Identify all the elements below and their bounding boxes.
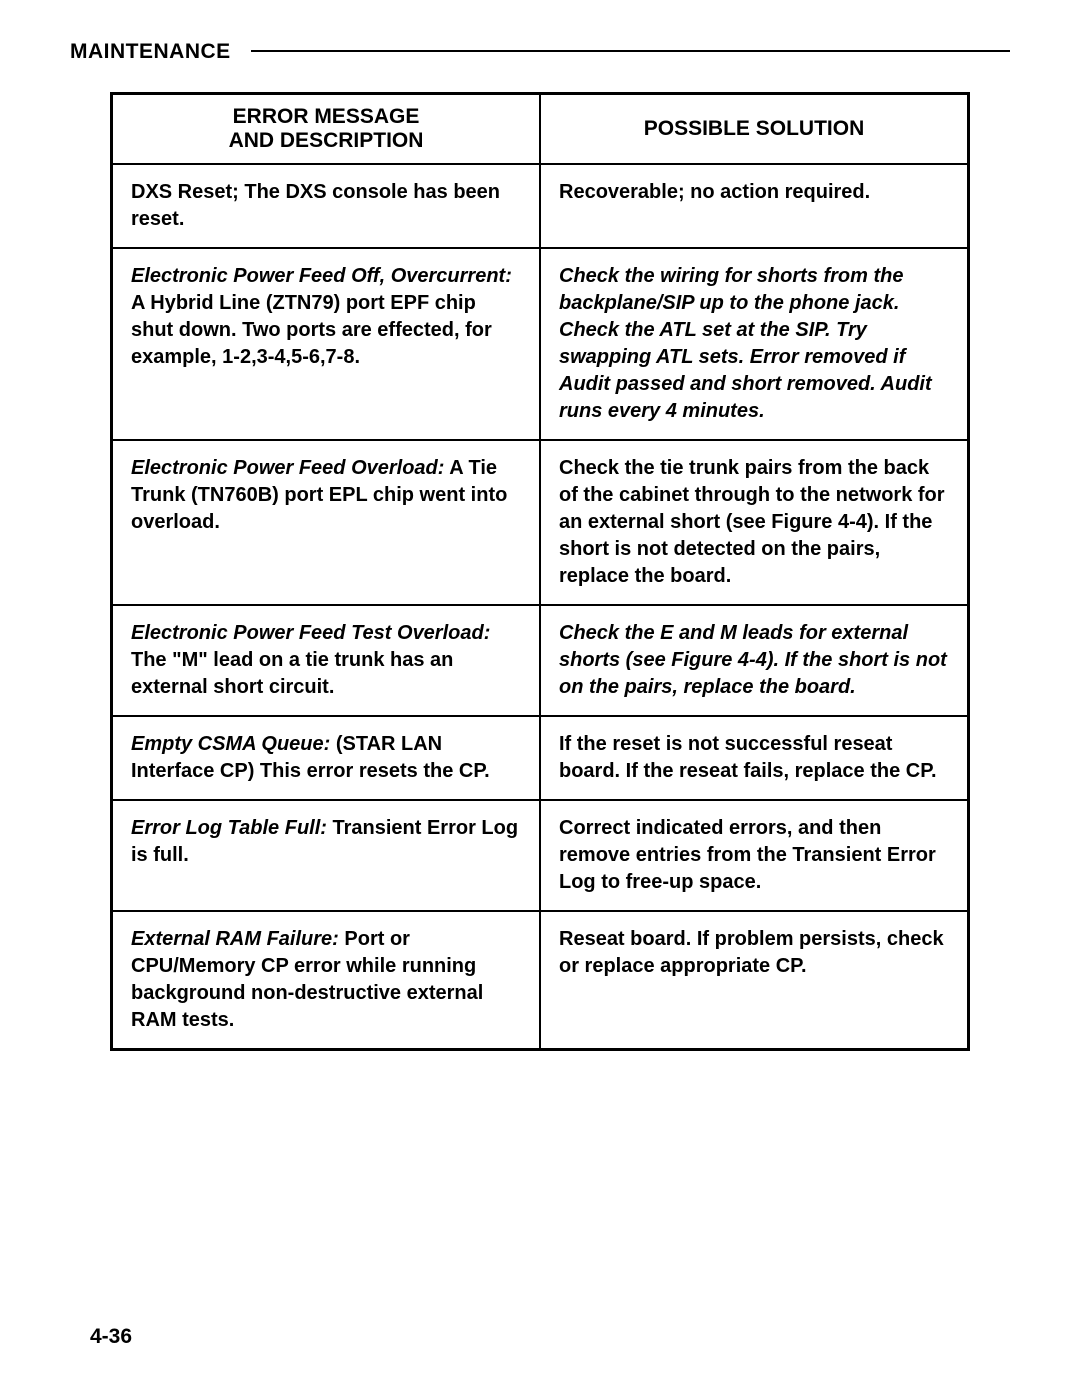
error-ital: Electronic Power Feed Test Overload: <box>131 622 490 644</box>
solution-text: Correct indicated errors, and then remov… <box>559 817 936 893</box>
solution-text: Check the wiring for shorts from the bac… <box>559 265 932 422</box>
table-row: Electronic Power Feed Overload: A Tie Tr… <box>112 440 969 605</box>
solution-text: Reseat board. If problem persists, check… <box>559 928 944 977</box>
solution-text: Check the tie trunk pairs from the back … <box>559 457 945 587</box>
solution-text: Recoverable; no action required. <box>559 181 870 203</box>
error-rest: The "M" lead on a tie trunk has an exter… <box>131 649 453 698</box>
col1-line1: ERROR MESSAGE <box>233 105 420 128</box>
header-rule <box>251 50 1010 52</box>
solution-text: Check the E and M leads for external sho… <box>559 622 947 698</box>
solution-text: If the reset is not successful reseat bo… <box>559 733 937 782</box>
error-table: ERROR MESSAGE AND DESCRIPTION POSSIBLE S… <box>110 92 970 1051</box>
table-row: External RAM Failure: Port or CPU/Memory… <box>112 911 969 1050</box>
error-cell: Electronic Power Feed Overload: A Tie Tr… <box>112 440 541 605</box>
error-cell: Empty CSMA Queue: (STAR LAN Interface CP… <box>112 716 541 800</box>
error-cell: Electronic Power Feed Off, Overcurrent: … <box>112 248 541 440</box>
solution-cell: Correct indicated errors, and then remov… <box>540 800 969 911</box>
error-ital: External RAM Failure: <box>131 928 339 950</box>
error-cell: External RAM Failure: Port or CPU/Memory… <box>112 911 541 1050</box>
table-row: Electronic Power Feed Off, Overcurrent: … <box>112 248 969 440</box>
error-ital: Electronic Power Feed Off, Overcurrent: <box>131 265 512 287</box>
solution-cell: If the reset is not successful reseat bo… <box>540 716 969 800</box>
col1-line2: AND DESCRIPTION <box>229 129 424 152</box>
table-row: DXS Reset; The DXS console has been rese… <box>112 164 969 248</box>
error-ital: Electronic Power Feed Overload: <box>131 457 444 479</box>
table-row: Empty CSMA Queue: (STAR LAN Interface CP… <box>112 716 969 800</box>
solution-cell: Reseat board. If problem persists, check… <box>540 911 969 1050</box>
error-ital: Empty CSMA Queue: <box>131 733 330 755</box>
error-rest: A Hybrid Line (ZTN79) port EPF chip shut… <box>131 292 492 368</box>
col-solution-header: POSSIBLE SOLUTION <box>540 94 969 165</box>
table-row: Error Log Table Full: Transient Error Lo… <box>112 800 969 911</box>
table-row: Electronic Power Feed Test Overload: The… <box>112 605 969 716</box>
header-title: MAINTENANCE <box>70 40 231 64</box>
solution-cell: Check the E and M leads for external sho… <box>540 605 969 716</box>
page-header: MAINTENANCE <box>70 40 1010 64</box>
col-error-header: ERROR MESSAGE AND DESCRIPTION <box>112 94 541 165</box>
error-cell: Electronic Power Feed Test Overload: The… <box>112 605 541 716</box>
page-number: 4-36 <box>90 1325 132 1349</box>
error-text: DXS Reset; The DXS console has been rese… <box>131 181 500 230</box>
table-header-row: ERROR MESSAGE AND DESCRIPTION POSSIBLE S… <box>112 94 969 165</box>
col2-text: POSSIBLE SOLUTION <box>644 117 865 140</box>
error-table-wrap: ERROR MESSAGE AND DESCRIPTION POSSIBLE S… <box>110 92 970 1051</box>
error-ital: Error Log Table Full: <box>131 817 327 839</box>
error-cell: Error Log Table Full: Transient Error Lo… <box>112 800 541 911</box>
solution-cell: Check the tie trunk pairs from the back … <box>540 440 969 605</box>
solution-cell: Recoverable; no action required. <box>540 164 969 248</box>
error-cell: DXS Reset; The DXS console has been rese… <box>112 164 541 248</box>
solution-cell: Check the wiring for shorts from the bac… <box>540 248 969 440</box>
